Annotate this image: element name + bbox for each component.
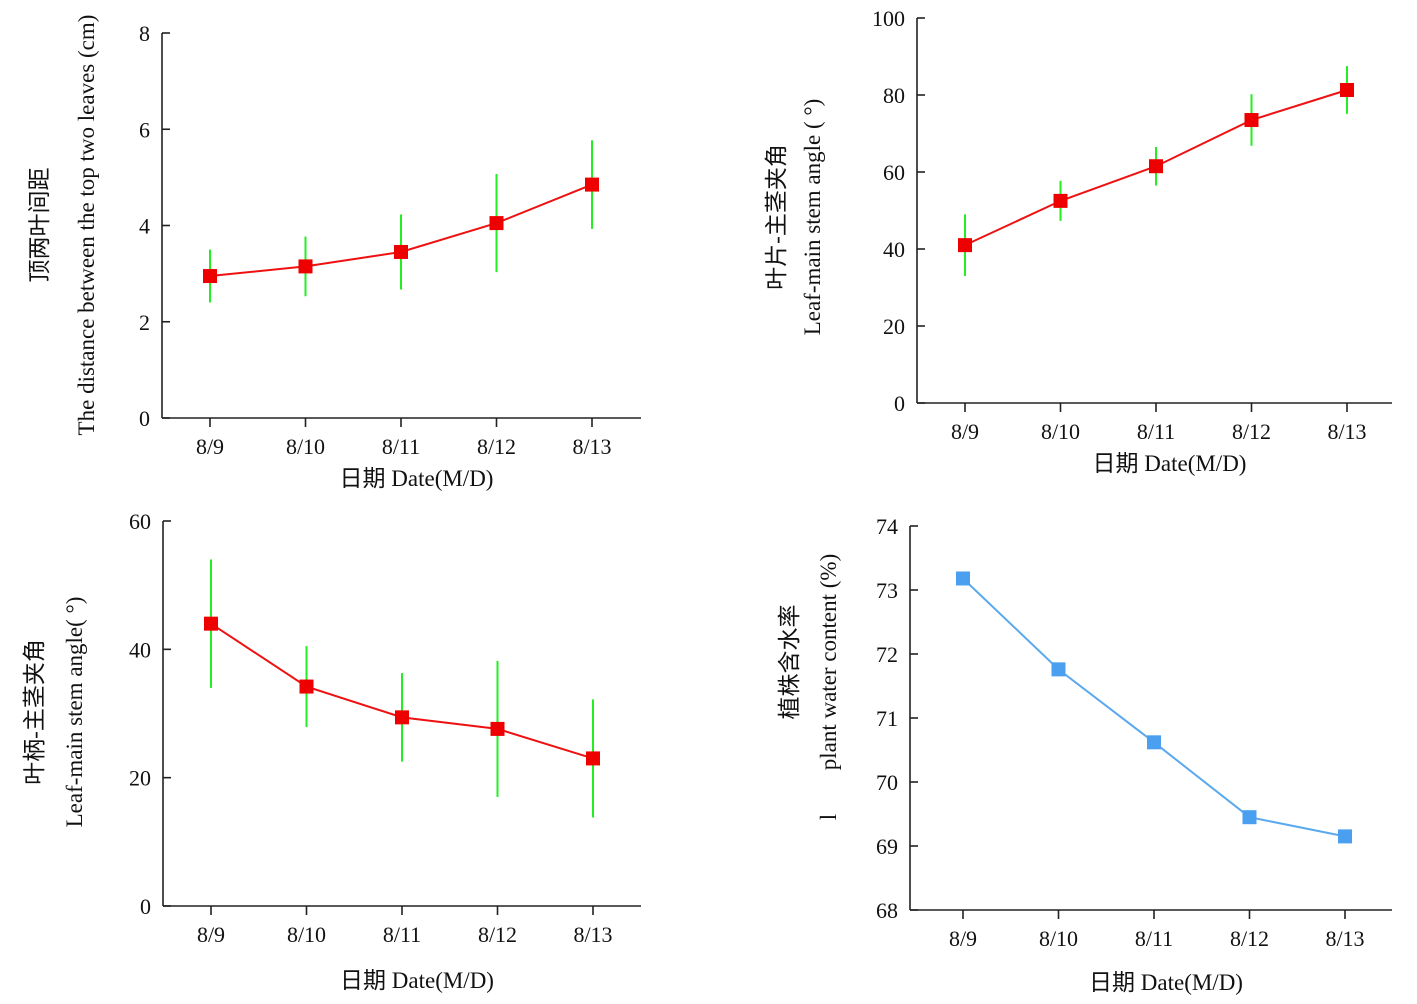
y-axis-title-line: Leaf-main stem angle( °) <box>62 597 87 828</box>
y-tick-label: 60 <box>129 509 151 534</box>
data-point <box>1242 810 1257 825</box>
data-point <box>394 244 408 259</box>
x-tick-label: 8/11 <box>1137 419 1175 444</box>
x-tick-label: 8/13 <box>573 922 612 947</box>
x-tick-label: 8/11 <box>1135 926 1173 951</box>
x-tick-label: 8/12 <box>477 434 516 459</box>
data-point <box>956 571 970 586</box>
data-point <box>1244 113 1259 128</box>
y-tick-label: 0 <box>894 391 905 416</box>
data-point <box>1338 829 1352 844</box>
x-tick-label: 8/9 <box>197 922 225 947</box>
y-tick-label: 72 <box>876 642 898 667</box>
y-tick-label: 74 <box>876 514 898 539</box>
data-point <box>298 259 313 274</box>
x-tick-label: 8/13 <box>1325 926 1364 951</box>
data-point <box>958 238 972 253</box>
data-point <box>585 177 599 192</box>
x-tick-label: 8/10 <box>287 922 326 947</box>
x-axis-title: 日期 Date(M/D) <box>1089 970 1243 995</box>
x-tick-label: 8/9 <box>196 434 224 459</box>
y-tick-label: 71 <box>876 706 898 731</box>
data-point <box>489 216 504 231</box>
series-line <box>962 577 1346 838</box>
x-tick-label: 8/11 <box>382 434 420 459</box>
y-axis-title-line: Leaf-main stem angle ( °) <box>800 99 825 336</box>
data-point <box>203 269 217 284</box>
data-point <box>204 616 218 631</box>
x-tick-label: 8/13 <box>572 434 611 459</box>
y-tick-label: 20 <box>883 314 905 339</box>
x-axis-title: 日期 Date(M/D) <box>340 968 494 993</box>
y-tick-label: 68 <box>876 898 898 923</box>
y-tick-label: 69 <box>876 834 898 859</box>
y-axis-title-fragment: l <box>816 814 841 820</box>
x-tick-label: 8/12 <box>1230 926 1269 951</box>
y-axis-title-line: 叶柄-主茎夹角 <box>22 639 47 785</box>
y-tick-label: 0 <box>140 894 151 919</box>
data-point <box>1051 662 1066 677</box>
y-axis-title-line: 顶两叶间距 <box>27 168 52 283</box>
y-tick-label: 73 <box>876 578 898 603</box>
y-tick-label: 40 <box>129 637 151 662</box>
y-tick-label: 70 <box>876 770 898 795</box>
x-tick-label: 8/10 <box>286 434 325 459</box>
y-tick-label: 2 <box>139 310 150 335</box>
y-axis-title-line: 植株含水率 <box>777 605 802 720</box>
y-axis-title-line: 叶片-主茎夹角 <box>764 144 789 290</box>
data-point <box>299 679 314 694</box>
data-point <box>1340 82 1354 97</box>
x-axis-title: 日期 Date(M/D) <box>340 466 494 491</box>
y-axis-title-line: plant water content (%) <box>816 554 841 771</box>
x-tick-label: 8/13 <box>1327 419 1366 444</box>
data-point <box>1149 159 1163 174</box>
data-point <box>1147 735 1161 750</box>
y-tick-label: 80 <box>883 83 905 108</box>
x-tick-label: 8/10 <box>1041 419 1080 444</box>
y-tick-label: 8 <box>139 21 150 46</box>
data-point <box>395 710 409 725</box>
panel-top-left: 0 2 4 6 8 8/9 8/10 8/11 8/12 8/13 日期 Date(M/D) 顶两叶间… <box>27 15 641 491</box>
x-tick-label: 8/9 <box>949 926 977 951</box>
data-point <box>490 721 505 736</box>
y-tick-label: 40 <box>883 237 905 262</box>
x-axis-title: 日期 Date(M/D) <box>1093 451 1247 476</box>
panel-bottom-right: 68 69 70 71 72 73 74 8/9 8/10 8/11 8/12 8/13 日期 Date… <box>777 514 1392 995</box>
panel-bottom-left: 0 20 40 60 8/9 8/10 8/11 8/12 8/13 日期 Date(M/D) 叶柄… <box>22 509 641 993</box>
x-tick-label: 8/9 <box>951 419 979 444</box>
y-tick-label: 0 <box>139 406 150 431</box>
data-point <box>586 751 600 766</box>
x-tick-label: 8/12 <box>478 922 517 947</box>
x-tick-label: 8/11 <box>383 922 421 947</box>
y-tick-label: 20 <box>129 766 151 791</box>
y-tick-label: 4 <box>139 214 150 239</box>
x-tick-label: 8/10 <box>1039 926 1078 951</box>
y-tick-label: 6 <box>139 117 150 142</box>
y-tick-label: 100 <box>872 6 905 31</box>
data-point <box>1053 193 1068 208</box>
y-tick-label: 60 <box>883 160 905 185</box>
y-axis-title-line: The distance between the top two leaves … <box>74 15 99 436</box>
panel-top-right: 0 20 40 60 80 100 8/9 8/10 8/11 8/12 8/13 日期 Date(M… <box>764 6 1392 476</box>
x-tick-label: 8/12 <box>1232 419 1271 444</box>
